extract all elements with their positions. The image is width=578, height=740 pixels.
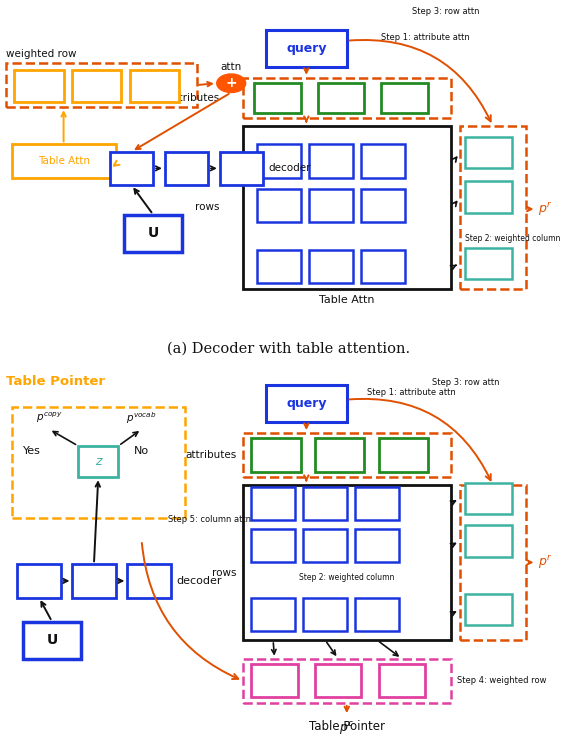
Bar xyxy=(303,598,347,630)
Bar xyxy=(379,438,428,472)
Bar xyxy=(381,83,428,112)
Text: decoder: decoder xyxy=(269,164,312,173)
Bar xyxy=(309,189,353,222)
Circle shape xyxy=(217,74,246,92)
Bar xyxy=(266,385,347,422)
Text: query: query xyxy=(286,397,327,410)
Bar xyxy=(124,215,182,252)
Bar xyxy=(130,70,179,101)
Text: $p^r$: $p^r$ xyxy=(538,201,552,218)
Bar xyxy=(465,137,512,169)
Bar xyxy=(220,152,263,185)
Text: Table Pointer: Table Pointer xyxy=(309,719,385,733)
Bar xyxy=(17,564,61,598)
Bar xyxy=(251,438,301,472)
Bar xyxy=(243,485,451,640)
Text: z: z xyxy=(95,455,102,468)
Text: (a) Decoder with table attention.: (a) Decoder with table attention. xyxy=(168,341,410,355)
Bar xyxy=(243,126,451,289)
Text: $p^{vocab}$: $p^{vocab}$ xyxy=(127,410,157,426)
Text: Step 2: weighted column: Step 2: weighted column xyxy=(299,573,395,582)
Bar xyxy=(361,144,405,178)
Text: weighted row: weighted row xyxy=(6,49,76,59)
Text: Step 4: weighted row: Step 4: weighted row xyxy=(457,676,546,685)
Bar xyxy=(361,189,405,222)
Bar xyxy=(315,438,364,472)
Bar xyxy=(257,249,301,283)
Bar xyxy=(110,152,153,185)
Bar xyxy=(251,487,295,519)
Bar xyxy=(465,248,512,279)
Text: query: query xyxy=(286,41,327,55)
Bar xyxy=(465,181,512,213)
Bar xyxy=(6,63,197,107)
Bar xyxy=(460,485,526,640)
Text: +: + xyxy=(225,76,237,90)
Bar xyxy=(257,144,301,178)
Text: Step 3: row attn: Step 3: row attn xyxy=(432,378,500,388)
Text: $p^{copy}$: $p^{copy}$ xyxy=(36,411,62,426)
Text: Step 1: attribute attn: Step 1: attribute attn xyxy=(367,388,456,397)
Bar xyxy=(465,483,512,514)
Text: Step 5: column attn: Step 5: column attn xyxy=(168,515,251,525)
Text: rows: rows xyxy=(195,202,220,212)
Bar xyxy=(465,593,512,625)
Text: Yes: Yes xyxy=(23,446,40,457)
Bar xyxy=(72,564,116,598)
Text: Table Attn: Table Attn xyxy=(319,295,375,305)
Text: attributes: attributes xyxy=(168,93,220,103)
Bar xyxy=(243,433,451,477)
Bar xyxy=(315,665,361,697)
Bar xyxy=(309,144,353,178)
Text: U: U xyxy=(46,633,58,647)
Text: $H^a$: $H^a$ xyxy=(313,483,328,497)
Bar xyxy=(23,622,81,659)
Bar xyxy=(318,83,364,112)
Bar xyxy=(379,665,425,697)
Bar xyxy=(12,407,185,518)
Text: attn: attn xyxy=(221,61,242,72)
Text: U: U xyxy=(147,226,159,240)
Bar xyxy=(251,529,295,562)
Bar xyxy=(254,83,301,112)
Bar xyxy=(303,529,347,562)
Bar xyxy=(243,659,451,703)
Bar xyxy=(78,445,118,477)
Text: Table Pointer: Table Pointer xyxy=(6,374,105,388)
Text: rows: rows xyxy=(213,568,237,579)
Bar xyxy=(243,78,451,118)
Bar xyxy=(127,564,171,598)
Bar xyxy=(12,144,116,178)
Text: Table Attn: Table Attn xyxy=(38,156,90,166)
Bar xyxy=(257,189,301,222)
Bar xyxy=(309,249,353,283)
Text: $p^a$: $p^a$ xyxy=(314,124,328,140)
Bar xyxy=(165,152,208,185)
Text: attributes: attributes xyxy=(186,450,237,460)
Bar xyxy=(460,126,526,289)
Bar xyxy=(355,598,399,630)
Text: Step 3: row attn: Step 3: row attn xyxy=(412,7,480,16)
Text: $p^c$: $p^c$ xyxy=(339,719,354,736)
Text: ...: ... xyxy=(339,240,354,255)
Bar xyxy=(251,665,298,697)
Bar xyxy=(361,249,405,283)
Text: Step 1: attribute attn: Step 1: attribute attn xyxy=(381,33,470,41)
Bar xyxy=(355,529,399,562)
Text: Step 2: weighted column: Step 2: weighted column xyxy=(465,234,561,243)
Bar xyxy=(251,598,295,630)
Bar xyxy=(72,70,121,101)
Bar xyxy=(266,30,347,67)
Bar xyxy=(465,525,512,556)
Bar xyxy=(14,70,64,101)
Text: No: No xyxy=(134,446,149,457)
Bar xyxy=(303,487,347,519)
Bar xyxy=(355,487,399,519)
Text: decoder: decoder xyxy=(176,576,222,586)
Text: $p^r$: $p^r$ xyxy=(538,554,552,571)
